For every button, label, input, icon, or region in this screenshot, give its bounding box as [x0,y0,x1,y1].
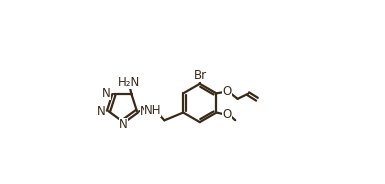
Text: N: N [140,105,149,118]
Text: O: O [223,85,232,98]
Text: H₂N: H₂N [118,77,140,89]
Text: O: O [223,108,232,121]
Text: Br: Br [194,69,207,82]
Text: N: N [119,118,128,131]
Text: N: N [102,87,110,100]
Text: NH: NH [144,104,161,117]
Text: N: N [97,105,105,118]
